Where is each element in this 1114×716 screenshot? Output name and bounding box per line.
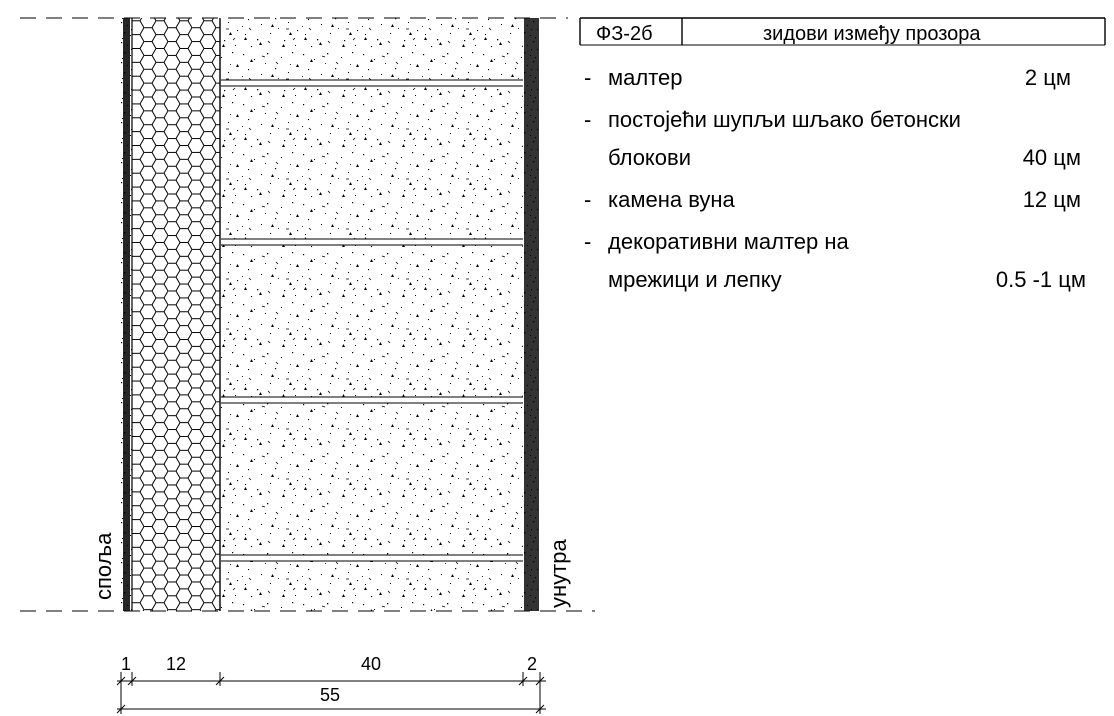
inside-label: унутра: [546, 539, 571, 608]
layer-bullet: -: [584, 107, 591, 132]
layer-bullet: -: [584, 65, 591, 90]
layer-4-thickness: 0.5 -1 цм: [996, 267, 1086, 292]
layer-3-thickness: 12 цм: [1023, 187, 1081, 212]
layer-1-thickness: 2 цм: [1025, 65, 1071, 90]
dim-total: 55: [320, 685, 340, 705]
dim-2: 2: [527, 654, 537, 674]
block-joints: [221, 79, 523, 562]
inner-plaster-dark: [524, 18, 539, 611]
outer-plaster-dark: [123, 18, 130, 611]
layer-bullet: -: [584, 187, 591, 212]
dimension-lines: [116, 672, 546, 714]
header-title: зидови између прозора: [763, 23, 981, 45]
layer-2-thickness: 40 цм: [1023, 145, 1081, 170]
layer-bullet: -: [584, 229, 591, 254]
header-box: ФЗ-2б зидови између прозора: [579, 17, 1106, 46]
layer-1-name: малтер: [608, 65, 683, 90]
outside-label: споља: [91, 532, 116, 600]
concrete-block-layer: [221, 18, 523, 611]
layer-4-name-line2: мрежици и лепку: [608, 267, 782, 292]
dim-12: 12: [166, 654, 186, 674]
layer-4-name-line1: декоративни малтер на: [608, 229, 850, 254]
block-joint-fill: [221, 80, 523, 561]
layer-2-name-line1: постојећи шупљи шљако бетонски: [608, 107, 961, 132]
layer-2-name-line2: блокови: [608, 145, 691, 170]
dim-40: 40: [361, 654, 381, 674]
header-code: ФЗ-2б: [596, 23, 653, 45]
dim-1: 1: [121, 654, 131, 674]
rock-wool-layer: [132, 18, 220, 611]
layer-3-name: камена вуна: [608, 187, 736, 212]
layers-list: - малтер 2 цм - постојећи шупљи шљако бе…: [584, 65, 1086, 292]
